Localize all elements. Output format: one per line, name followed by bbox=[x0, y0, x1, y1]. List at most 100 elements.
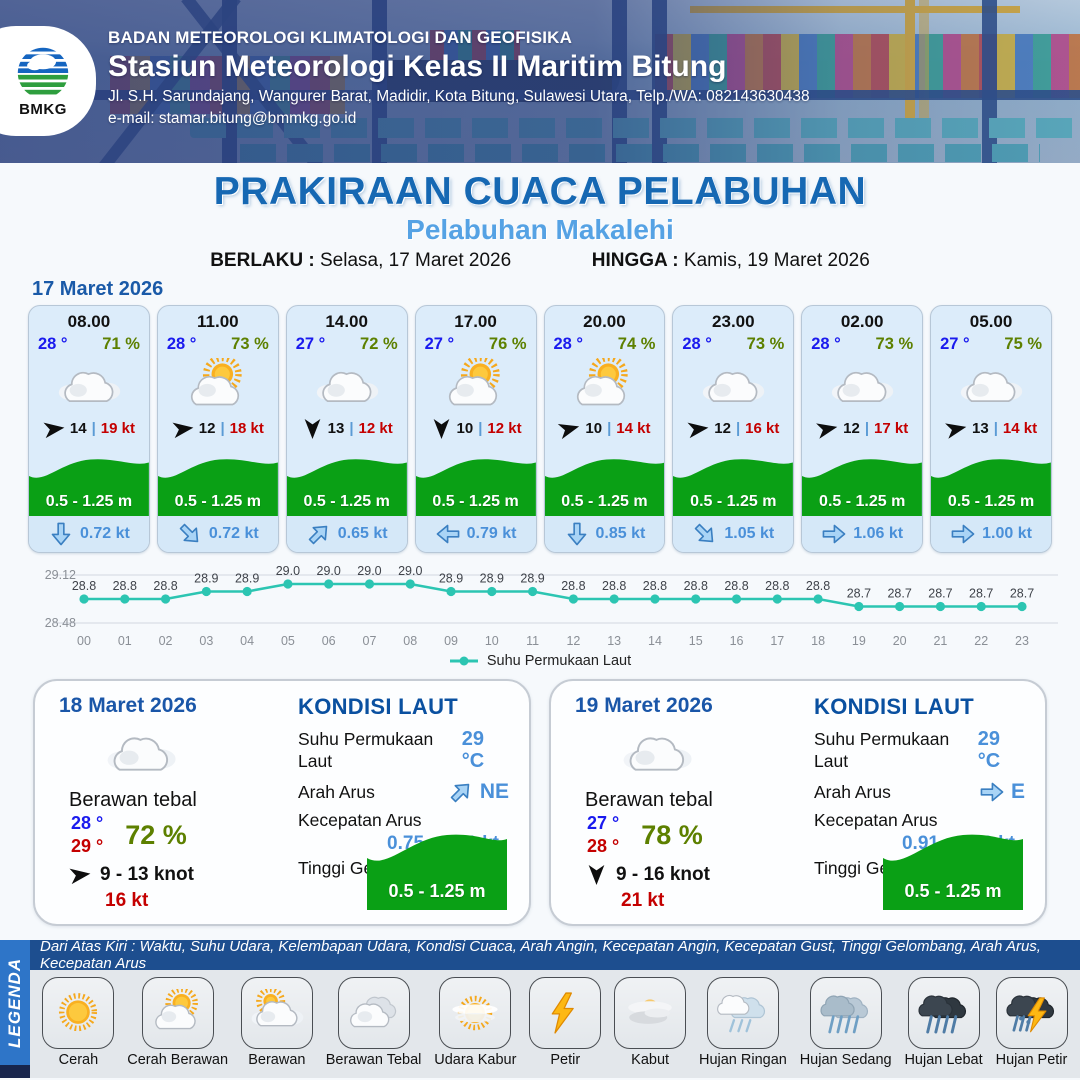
wind-direction-arrow-icon bbox=[686, 417, 712, 440]
wind-row: 12 | 17 kt bbox=[802, 419, 922, 439]
wave-height-band: 0.5 - 1.25 m bbox=[367, 828, 507, 910]
current-speed: 1.00 kt bbox=[982, 525, 1032, 542]
svg-text:28.9: 28.9 bbox=[480, 572, 504, 586]
svg-text:18: 18 bbox=[811, 634, 825, 648]
svg-text:08: 08 bbox=[403, 634, 417, 648]
svg-text:28.8: 28.8 bbox=[113, 579, 137, 593]
wave-shape bbox=[883, 834, 1023, 910]
svg-text:13: 13 bbox=[607, 634, 621, 648]
wave-height-band: 0.5 - 1.25 m bbox=[802, 454, 923, 516]
wave-height-band: 0.5 - 1.25 m bbox=[29, 454, 149, 516]
svg-text:28.8: 28.8 bbox=[561, 579, 585, 593]
forecast-time: 17.00 bbox=[454, 312, 497, 331]
chart-legend: Suhu Permukaan Laut bbox=[20, 653, 1060, 669]
current-row: 0.85 kt bbox=[544, 516, 665, 552]
humidity-value: 73 % bbox=[746, 335, 785, 353]
day-date: 19 Maret 2026 bbox=[575, 694, 713, 717]
svg-text:28.48: 28.48 bbox=[45, 616, 76, 630]
svg-text:01: 01 bbox=[118, 634, 132, 648]
wind-speed: 12 bbox=[714, 420, 731, 437]
svg-text:21: 21 bbox=[933, 634, 947, 648]
svg-text:09: 09 bbox=[444, 634, 458, 648]
divider: | bbox=[607, 420, 612, 437]
air-temperature: 28 ° bbox=[682, 335, 712, 353]
current-direction-arrow-icon bbox=[435, 521, 461, 547]
legend-series-name: Suhu Permukaan Laut bbox=[486, 653, 632, 669]
svg-text:05: 05 bbox=[281, 634, 295, 648]
wind-gust: 16 kt bbox=[745, 420, 780, 437]
svg-text:22: 22 bbox=[974, 634, 988, 648]
humidity-value: 76 % bbox=[488, 335, 527, 353]
hourly-cards: 08.00 28 ° 71 % 14 | 19 kt bbox=[28, 305, 1052, 553]
bmkg-logo-text: BMKG bbox=[19, 100, 67, 118]
legend-item-label: Cerah Berawan bbox=[127, 1052, 229, 1068]
current-direction-arrow-icon bbox=[979, 779, 1005, 805]
wave-shape bbox=[367, 834, 507, 910]
hourly-forecast-card: 11.00 28 ° 73 % 12 | 18 kt bbox=[156, 305, 279, 553]
weather-icon bbox=[416, 357, 536, 415]
bmkg-logo-icon bbox=[17, 47, 69, 98]
svg-text:28.8: 28.8 bbox=[643, 579, 667, 593]
legend-item: Kabut bbox=[614, 977, 687, 1068]
wind-gust: 16 kt bbox=[105, 890, 149, 911]
current-direction-label: Arah Arus bbox=[814, 782, 891, 802]
current-direction-arrow-icon bbox=[300, 516, 337, 552]
wave-height-band: 0.5 - 1.25 m bbox=[931, 454, 1051, 516]
wind-speed: 10 bbox=[456, 420, 474, 437]
weather-icon bbox=[59, 719, 284, 786]
hourly-forecast-card: 02.00 28 ° 73 % 12 | 17 kt bbox=[801, 305, 924, 553]
divider: | bbox=[220, 420, 225, 437]
svg-text:28.7: 28.7 bbox=[1010, 587, 1034, 601]
wind-gust: 14 kt bbox=[1002, 420, 1038, 437]
temp-max: 28 ° bbox=[587, 836, 620, 856]
wind-range: 9 - 13 knot bbox=[100, 864, 194, 885]
weather-icon bbox=[240, 977, 313, 1049]
svg-text:29.12: 29.12 bbox=[45, 568, 76, 582]
legend-item: Hujan Ringan bbox=[699, 977, 787, 1068]
legend-items: Cerah Cerah Berawan Berawan Berawan Teba… bbox=[30, 970, 1080, 1078]
sst-value: 29 °C bbox=[461, 728, 485, 772]
wave-shape bbox=[802, 459, 923, 516]
svg-text:28.7: 28.7 bbox=[928, 587, 952, 601]
air-temperature: 28 ° bbox=[811, 335, 841, 353]
wind-gust: 19 kt bbox=[100, 420, 135, 437]
wind-gust: 21 kt bbox=[621, 890, 665, 911]
wave-height-value: 0.5 - 1.25 m bbox=[690, 493, 777, 510]
legend-item-label: Udara Kabur bbox=[434, 1052, 517, 1068]
current-speed: 0.72 kt bbox=[208, 525, 259, 542]
station-name: Stasiun Meteorologi Kelas II Maritim Bit… bbox=[108, 50, 727, 83]
legend-item-label: Hujan Ringan bbox=[698, 1052, 787, 1068]
legend-item: Berawan bbox=[240, 977, 313, 1068]
weather-condition: Berawan tebal bbox=[69, 789, 197, 811]
wind-row: 10 | 14 kt bbox=[545, 416, 665, 441]
weather-icon bbox=[158, 357, 278, 415]
humidity-value: 74 % bbox=[617, 335, 656, 353]
svg-text:23: 23 bbox=[1015, 634, 1029, 648]
wind-direction-arrow-icon bbox=[556, 416, 583, 441]
weather-icon bbox=[706, 977, 779, 1049]
current-speed: 1.05 kt bbox=[724, 525, 775, 542]
day-date: 18 Maret 2026 bbox=[59, 694, 197, 717]
temp-max: 29 ° bbox=[71, 836, 104, 856]
svg-text:11: 11 bbox=[526, 634, 539, 648]
svg-text:17: 17 bbox=[770, 634, 784, 648]
wind-range: 9 - 16 knot bbox=[616, 864, 710, 885]
wave-height-value: 0.5 - 1.25 m bbox=[388, 881, 486, 901]
page-title: PRAKIRAAN CUACA PELABUHAN bbox=[213, 170, 867, 213]
wind-direction-arrow-icon bbox=[587, 864, 607, 887]
weather-icon bbox=[287, 357, 407, 415]
hingga-value: Kamis, 19 Maret 2026 bbox=[683, 250, 870, 271]
forecast-time: 23.00 bbox=[712, 312, 755, 331]
legend-sidebar: LEGENDA bbox=[0, 940, 30, 1078]
sst-value: 29 °C bbox=[977, 728, 1001, 772]
legend-item-label: Hujan Petir bbox=[995, 1052, 1068, 1068]
wave-shape bbox=[286, 459, 407, 516]
forecast-time: 02.00 bbox=[840, 312, 884, 331]
current-speed: 0.85 kt bbox=[595, 525, 646, 542]
berlaku-value: Selasa, 17 Maret 2026 bbox=[319, 250, 512, 271]
svg-text:02: 02 bbox=[159, 634, 173, 648]
weather-icon bbox=[141, 977, 214, 1049]
forecast-time: 05.00 bbox=[969, 312, 1013, 331]
wave-height-band: 0.5 - 1.25 m bbox=[544, 454, 665, 516]
daily-forecast-section: 18 Maret 2026 Berawan tebal 28 ° 29 ° 72… bbox=[0, 669, 1080, 926]
